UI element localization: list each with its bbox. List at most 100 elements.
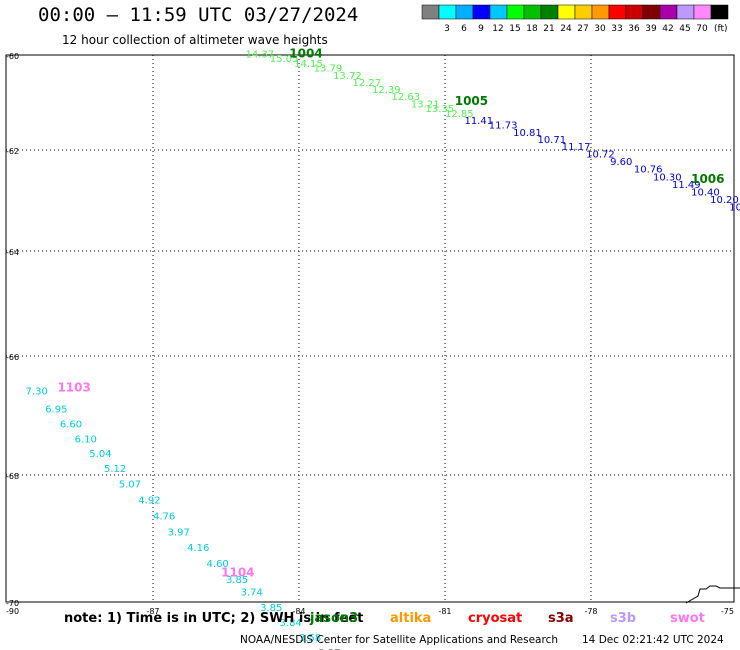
wave-height-label: 11.49: [672, 180, 701, 191]
wave-height-label: 6.95: [45, 405, 67, 416]
legend-swatch: [693, 4, 712, 20]
legend-swatch: [642, 4, 661, 20]
track-id-label: 1004: [289, 46, 322, 60]
lon-tick-label: -78: [584, 607, 597, 616]
wave-height-label: 6.60: [60, 419, 82, 430]
satellite-s3b: s3b: [610, 611, 637, 626]
lat-tick-label: -66: [6, 353, 19, 362]
wave-height-label: 10.20: [710, 195, 739, 206]
track-unlabeled: 2.27: [318, 648, 340, 650]
legend-swatch: [659, 4, 678, 20]
credit-line: NOAA/NESDIS Center for Satellite Applica…: [240, 634, 558, 646]
track-id-label: 1006: [691, 172, 724, 186]
legend-label: 24: [560, 24, 572, 34]
wave-height-label: 10.81: [513, 128, 542, 139]
wave-height-label: 2.27: [318, 648, 340, 650]
wave-height-label: 6.10: [75, 434, 97, 445]
wave-height-label: 10.72: [586, 150, 615, 161]
lat-tick-label: -60: [6, 52, 19, 61]
legend-swatch: [710, 4, 729, 20]
axis-labels: -60 -62 -64 -66 -68 -70-90 -87 -84 -81 -78 -75: [6, 52, 734, 616]
legend-swatch: [421, 4, 440, 20]
lat-tick-label: -62: [6, 147, 19, 156]
plot-border: [5, 54, 735, 603]
legend-label: 36: [628, 24, 640, 34]
wave-height-label: 10.71: [537, 135, 566, 146]
wave-height-label: 9.60: [610, 157, 632, 168]
legend-label: 42: [662, 24, 673, 34]
coastline: [685, 585, 740, 604]
legend-swatch: [472, 4, 491, 20]
wave-height-label: 4.76: [153, 511, 175, 522]
lon-tick-label: -81: [438, 607, 451, 616]
altimeter-tracks: 14.3715.0514.1513.7913.7212.2712.3912.63…: [26, 46, 740, 650]
wave-height-label: 3.74: [241, 588, 263, 599]
wave-height-label: 11.17: [562, 142, 591, 153]
wave-height-label: 14.15: [294, 59, 323, 70]
color-scale-legend: 3 6 9 12 15 18 21 24 27 30 33 36 39 42 45 70 (ft): [421, 4, 729, 34]
wave-height-label: 10.40: [691, 187, 720, 198]
legend-swatch: [574, 4, 593, 20]
legend-label: 6: [461, 24, 467, 34]
lon-tick-label: -75: [721, 607, 734, 616]
map-subtitle: 12 hour collection of altimeter wave hei…: [62, 33, 328, 47]
wave-height-label: 14.37: [245, 49, 274, 60]
lon-tick-label: -90: [6, 607, 19, 616]
legend-label: 27: [577, 24, 588, 34]
wave-height-label: 10.76: [634, 165, 663, 176]
track-1103: 7.30 6.95 6.60 6.10 5.04 5.12 5.07 4.92 4.76 3.97…: [26, 381, 322, 644]
wave-height-label: 3.97: [168, 527, 190, 538]
legend-swatch: [676, 4, 695, 20]
wave-height-label: 4.60: [207, 559, 229, 570]
legend-label: 12: [492, 24, 503, 34]
wave-height-label: 12.27: [353, 78, 382, 89]
legend-label: 3: [444, 24, 450, 34]
wave-height-label: 5.12: [104, 464, 126, 475]
track-1005: 11.4111.7310.8110.7111.1710.729.6010.761…: [455, 94, 740, 214]
legend-label: 45: [679, 24, 690, 34]
lon-tick-label: -84: [292, 607, 305, 616]
legend-swatch: [557, 4, 576, 20]
track-id-label: 1103: [57, 381, 90, 395]
footer-note: note: 1) Time is in UTC; 2) SWH is in fe…: [64, 611, 364, 626]
track-1104: 1104: [221, 566, 254, 580]
legend-swatch: [523, 4, 542, 20]
lat-lon-grid: [6, 55, 734, 602]
wave-height-label: 10.30: [653, 172, 682, 183]
wave-height-label: 13.21: [411, 99, 440, 110]
wave-height-label: 13.35: [426, 104, 455, 115]
legend-swatch: [608, 4, 627, 20]
legend-swatch: [506, 4, 525, 20]
wave-height-label: 3.84: [280, 618, 302, 629]
satellite-jason3: jason3: [310, 611, 359, 626]
legend-label: 15: [509, 24, 520, 34]
wave-height-label: 5.04: [89, 449, 111, 460]
wave-height-label: 13.79: [314, 64, 343, 75]
satellite-s3a: s3a: [548, 611, 574, 626]
wave-height-label: 12.39: [372, 85, 401, 96]
satellite-swot: swot: [670, 611, 705, 626]
legend-swatch: [489, 4, 508, 20]
coastline-path: [685, 585, 740, 604]
legend-swatch: [591, 4, 610, 20]
wave-height-label: 11.41: [464, 116, 493, 127]
wave-height-label: 7.30: [26, 387, 48, 398]
legend-swatch: [438, 4, 457, 20]
legend-label: 30: [594, 24, 606, 34]
legend-label: 39: [645, 24, 657, 34]
wave-height-label: 11.73: [489, 121, 518, 132]
legend-swatch: [540, 4, 559, 20]
lat-tick-label: -70: [6, 599, 19, 608]
legend-label: 9: [478, 24, 484, 34]
track-1004: 14.3715.0514.1513.7913.7212.2712.3912.63…: [245, 46, 473, 119]
track-id-label: 1104: [221, 566, 254, 580]
wave-height-label: 12.85: [445, 109, 474, 120]
track-id-label: 1005: [455, 94, 488, 108]
legend-label: 21: [543, 24, 554, 34]
wave-height-label: 4.16: [187, 543, 209, 554]
legend-label: 33: [611, 24, 622, 34]
satellite-altika: altika: [390, 611, 432, 626]
satellite-cryosat: cryosat: [468, 611, 523, 626]
map-frame: [5, 54, 735, 603]
